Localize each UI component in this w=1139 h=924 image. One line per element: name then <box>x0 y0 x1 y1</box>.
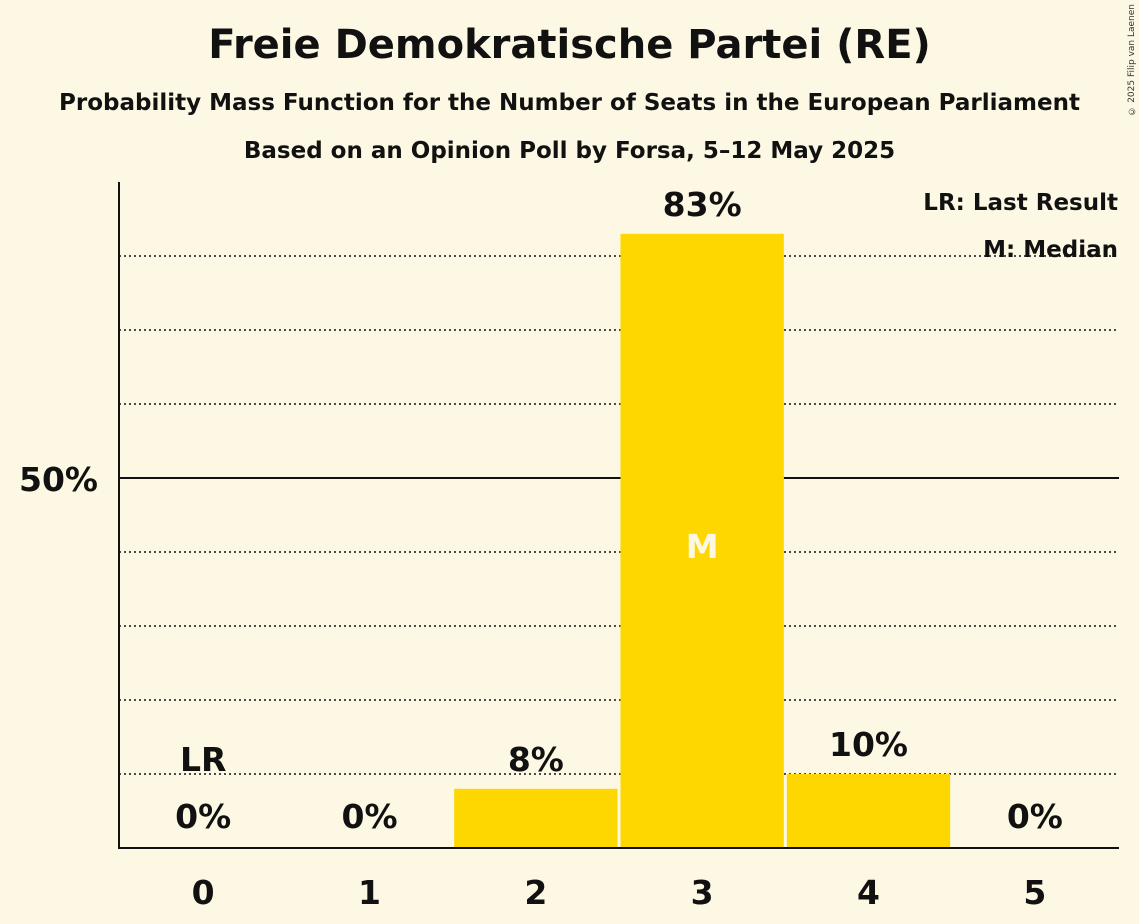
value-label: 0% <box>341 797 397 836</box>
legend-median: M: Median <box>983 237 1118 263</box>
x-tick-label: 5 <box>1023 873 1046 912</box>
bar-2 <box>454 788 618 848</box>
value-label: 10% <box>829 725 908 764</box>
chart-title: Freie Demokratische Partei (RE) <box>208 22 931 68</box>
last-result-marker: LR <box>180 740 226 779</box>
chart-subtitle: Probability Mass Function for the Number… <box>59 90 1080 116</box>
value-label: 0% <box>175 797 231 836</box>
median-marker: M <box>686 527 719 566</box>
legend-last-result: LR: Last Result <box>923 190 1118 216</box>
x-tick-label: 4 <box>857 873 880 912</box>
chart-source: Based on an Opinion Poll by Forsa, 5–12 … <box>243 138 896 164</box>
y-tick-label: 50% <box>19 460 98 499</box>
value-label: 8% <box>508 740 564 779</box>
labels: 0% 0 0% 1 8% 2 83% 3 10% 4 0% 5 LR M <box>175 185 1063 912</box>
value-label: 0% <box>1007 797 1063 836</box>
bar-4 <box>786 774 951 848</box>
x-tick-label: 3 <box>691 873 714 912</box>
value-label: 83% <box>663 185 742 224</box>
bar-3 <box>620 233 784 849</box>
gridlines: 50% <box>19 255 1119 775</box>
x-tick-label: 0 <box>192 873 215 912</box>
x-tick-label: 1 <box>358 873 381 912</box>
x-tick-label: 2 <box>524 873 547 912</box>
bar-overlap <box>620 476 784 480</box>
bars <box>454 233 951 849</box>
